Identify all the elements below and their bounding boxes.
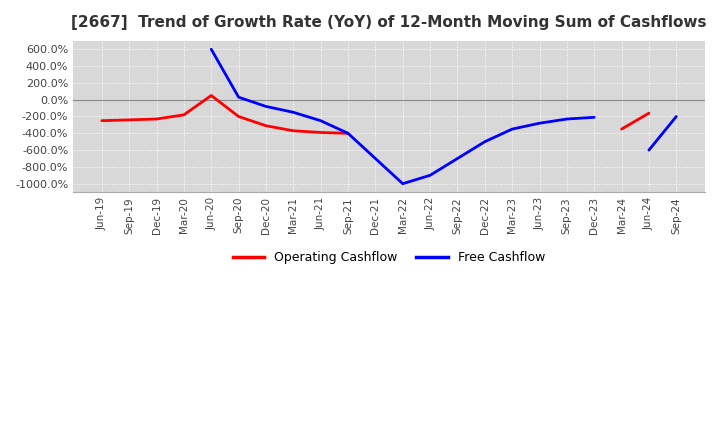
Operating Cashflow	[343, 131, 352, 136]
Free Cashflow	[426, 172, 434, 178]
Line: Free Cashflow: Free Cashflow	[211, 49, 676, 184]
Free Cashflow	[453, 156, 462, 161]
Operating Cashflow	[234, 114, 243, 119]
Free Cashflow	[234, 95, 243, 100]
Title: [2667]  Trend of Growth Rate (YoY) of 12-Month Moving Sum of Cashflows: [2667] Trend of Growth Rate (YoY) of 12-…	[71, 15, 707, 30]
Free Cashflow	[316, 118, 325, 123]
Free Cashflow	[508, 126, 516, 132]
Free Cashflow	[644, 147, 653, 153]
Operating Cashflow	[617, 126, 626, 132]
Free Cashflow	[371, 156, 379, 161]
Free Cashflow	[289, 110, 297, 115]
Operating Cashflow	[125, 117, 133, 122]
Free Cashflow	[562, 116, 571, 121]
Legend: Operating Cashflow, Free Cashflow: Operating Cashflow, Free Cashflow	[228, 246, 550, 269]
Operating Cashflow	[316, 130, 325, 135]
Free Cashflow	[261, 104, 270, 109]
Operating Cashflow	[97, 118, 106, 123]
Line: Operating Cashflow: Operating Cashflow	[102, 95, 649, 133]
Operating Cashflow	[152, 116, 161, 121]
Free Cashflow	[590, 115, 598, 120]
Operating Cashflow	[179, 112, 188, 117]
Operating Cashflow	[207, 93, 215, 98]
Free Cashflow	[535, 121, 544, 126]
Free Cashflow	[672, 114, 680, 119]
Operating Cashflow	[289, 128, 297, 133]
Operating Cashflow	[261, 123, 270, 128]
Free Cashflow	[343, 131, 352, 136]
Operating Cashflow	[644, 110, 653, 116]
Free Cashflow	[480, 139, 489, 144]
Free Cashflow	[207, 47, 215, 52]
Free Cashflow	[398, 181, 407, 187]
